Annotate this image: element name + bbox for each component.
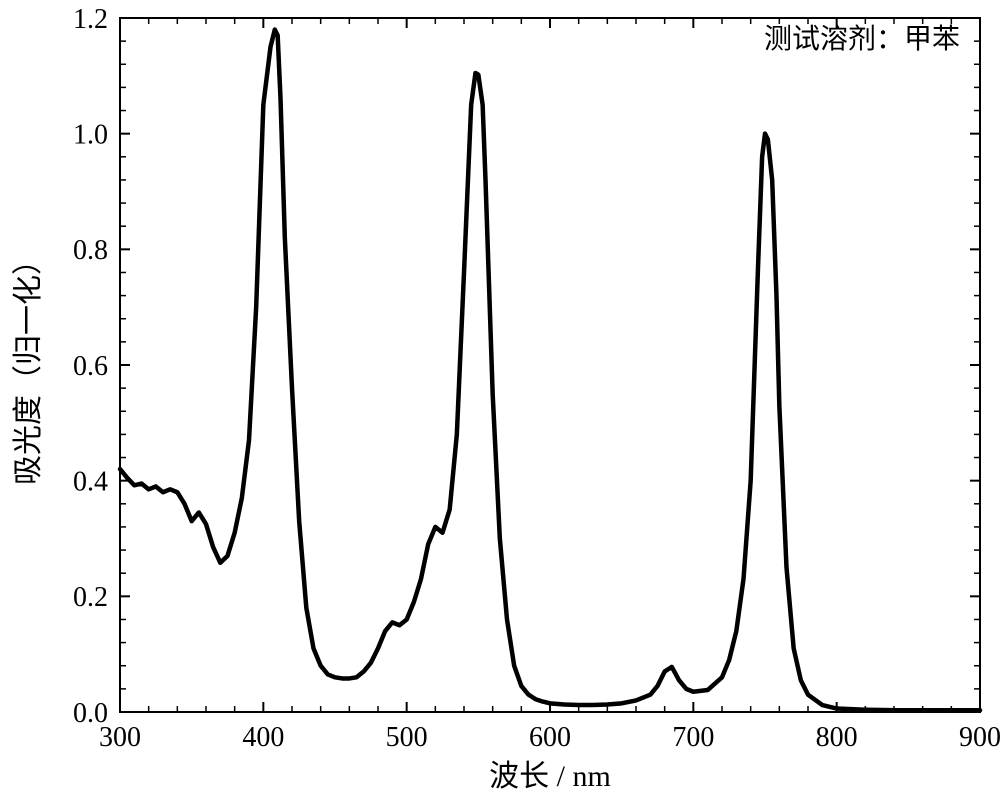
x-tick-label: 900 bbox=[959, 722, 1000, 753]
x-tick-label: 700 bbox=[672, 722, 714, 753]
y-tick-label: 0.8 bbox=[73, 235, 108, 266]
y-tick-label: 0.2 bbox=[73, 582, 108, 613]
x-axis-label: 波长 / nm bbox=[489, 760, 611, 793]
x-tick-label: 500 bbox=[386, 722, 428, 753]
y-tick-label: 0.4 bbox=[73, 466, 108, 497]
y-tick-label: 1.0 bbox=[73, 119, 108, 150]
solvent-annotation: 测试溶剂：甲苯 bbox=[764, 23, 960, 55]
y-tick-label: 1.2 bbox=[73, 4, 108, 35]
x-tick-label: 400 bbox=[242, 722, 284, 753]
y-axis-label: 吸光度（归一化） bbox=[12, 245, 45, 485]
chart-svg: 3004005006007008009000.00.20.40.60.81.01… bbox=[0, 0, 1000, 798]
x-tick-label: 800 bbox=[816, 722, 858, 753]
x-tick-label: 600 bbox=[529, 722, 571, 753]
y-tick-label: 0.0 bbox=[73, 698, 108, 729]
y-tick-label: 0.6 bbox=[73, 351, 108, 382]
spectrum-chart: 3004005006007008009000.00.20.40.60.81.01… bbox=[0, 0, 1000, 798]
